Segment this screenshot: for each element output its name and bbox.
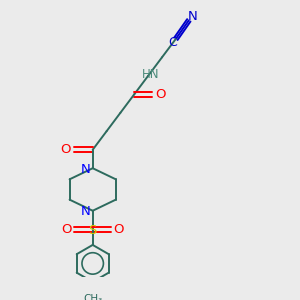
Text: O: O bbox=[61, 223, 72, 236]
Text: O: O bbox=[61, 143, 71, 156]
Text: N: N bbox=[188, 10, 197, 23]
Text: HN: HN bbox=[142, 68, 160, 81]
Text: S: S bbox=[88, 224, 97, 237]
Text: O: O bbox=[155, 88, 165, 101]
Text: N: N bbox=[80, 163, 90, 176]
Text: CH₃: CH₃ bbox=[83, 293, 102, 300]
Text: C: C bbox=[168, 36, 177, 49]
Text: O: O bbox=[113, 223, 124, 236]
Text: N: N bbox=[80, 205, 90, 218]
